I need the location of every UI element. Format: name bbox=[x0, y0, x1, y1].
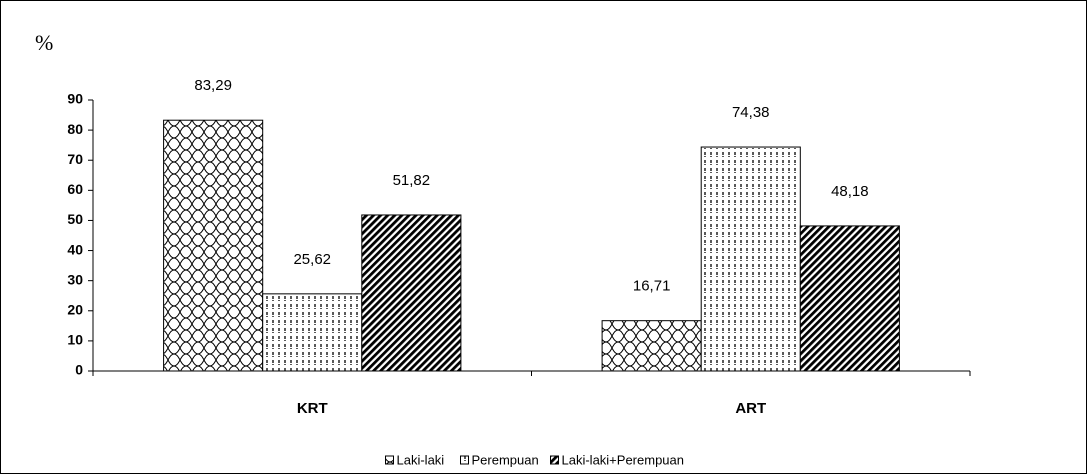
legend-swatch bbox=[460, 455, 469, 465]
value-label: 48,18 bbox=[831, 183, 869, 200]
y-tick-label: 30 bbox=[67, 271, 83, 287]
value-label: 16,71 bbox=[633, 278, 671, 295]
x-tick-label: ART bbox=[735, 400, 766, 417]
bar bbox=[163, 119, 264, 372]
y-tick-label: 40 bbox=[67, 241, 83, 257]
bar bbox=[799, 225, 900, 372]
legend-swatch bbox=[550, 455, 559, 465]
legend-label: Perempuan bbox=[472, 452, 539, 467]
y-tick-label: 20 bbox=[67, 301, 83, 317]
value-label: 74,38 bbox=[732, 104, 770, 121]
bar bbox=[700, 146, 801, 372]
value-label: 83,29 bbox=[194, 77, 232, 94]
legend-swatch bbox=[385, 455, 394, 465]
legend-label: Laki-laki bbox=[397, 452, 445, 467]
x-tick-label: KRT bbox=[297, 400, 328, 417]
value-label: 51,82 bbox=[393, 172, 431, 189]
y-tick-label: 80 bbox=[67, 121, 83, 137]
bar bbox=[601, 320, 702, 372]
y-tick-label: 60 bbox=[67, 181, 83, 197]
y-tick-label: 10 bbox=[67, 332, 83, 348]
bar bbox=[361, 214, 462, 372]
y-axis-label: % bbox=[35, 30, 53, 55]
legend-label: Laki-laki+Perempuan bbox=[562, 452, 684, 467]
y-tick-label: 0 bbox=[75, 362, 83, 378]
y-tick-label: 50 bbox=[67, 211, 83, 227]
value-label: 25,62 bbox=[293, 251, 331, 268]
y-tick-label: 90 bbox=[67, 91, 83, 107]
bar bbox=[262, 293, 363, 372]
y-tick-label: 70 bbox=[67, 151, 83, 167]
